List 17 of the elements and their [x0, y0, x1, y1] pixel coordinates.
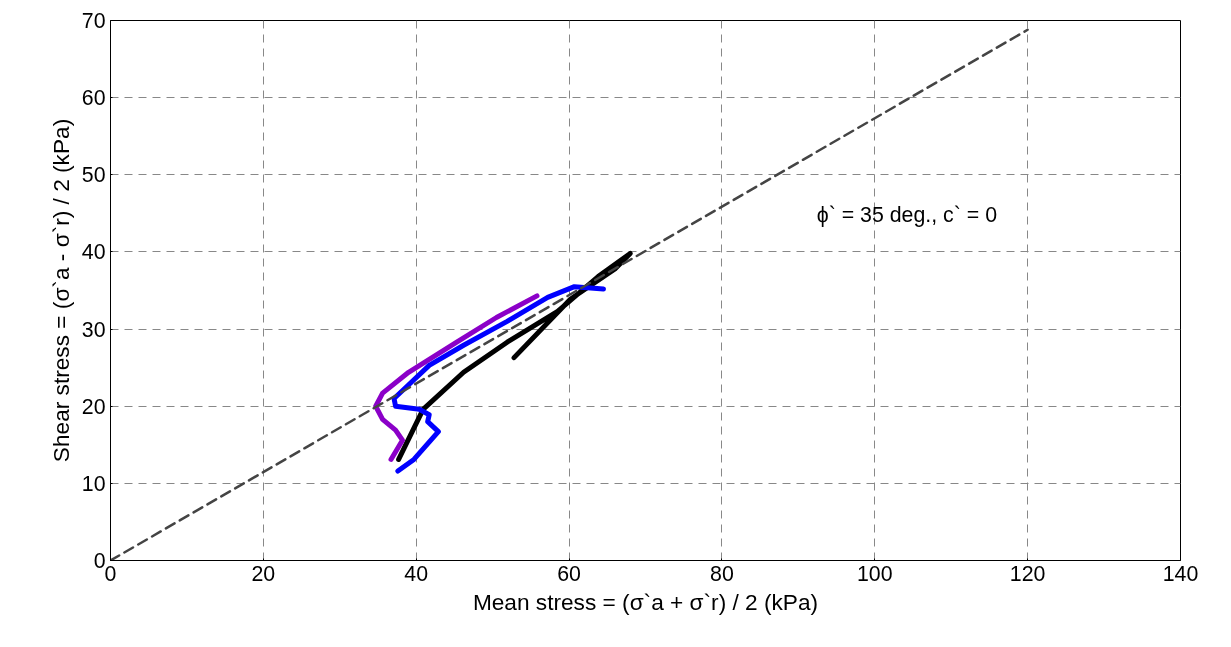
x-tick-label: 140 — [1162, 561, 1199, 586]
x-tick-label: 80 — [710, 561, 734, 586]
y-tick-label: 50 — [81, 163, 106, 188]
y-tick-label: 30 — [81, 317, 106, 342]
y-tick-label: 70 — [81, 9, 106, 33]
y-tick-label: 60 — [81, 86, 106, 111]
x-tick-label: 60 — [557, 561, 582, 586]
x-tick-label: 100 — [856, 561, 893, 586]
y-axis-title: Shear stress = (σ`a - σ`r) / 2 (kPa) — [47, 118, 74, 463]
y-tick-label: 20 — [81, 394, 106, 419]
y-tick-label: 10 — [81, 471, 106, 496]
x-tick-label: 40 — [404, 561, 429, 586]
annotation: ϕ` = 35 deg., c` = 0 — [816, 202, 998, 227]
x-tick-label: 20 — [251, 561, 276, 586]
x-axis-title: Mean stress = (σ`a + σ`r) / 2 (kPa) — [472, 588, 819, 615]
y-tick-label: 40 — [81, 240, 106, 265]
x-tick-label: 120 — [1009, 561, 1046, 586]
